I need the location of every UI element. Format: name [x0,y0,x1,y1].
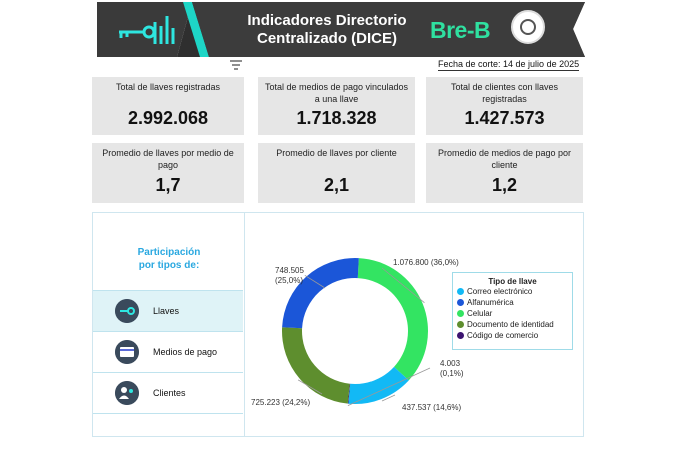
kpi-value: 1,2 [491,175,518,195]
kpi-value: 1,7 [155,175,181,195]
legend-label: Documento de identidad [467,320,554,329]
kpi-value: 1.427.573 [464,108,545,128]
legend-items: Correo electrónico Alfanumérica Celular Doc… [453,286,572,341]
key-icon [115,299,139,323]
nav-item-label: Medios de pago [153,347,218,357]
legend-dot-icon [457,288,464,295]
donut-data-label: 1.076.800 (36,0%) [393,258,459,267]
legend-title: Tipo de llave [488,277,537,286]
kpi-label: Promedio de medios de pago por cliente [437,148,572,170]
kpi-card-total-keys: Total de llaves registradas 2.992.068 [92,77,244,135]
legend-item[interactable]: Celular [453,308,572,319]
participation-title-line1: Participación [137,247,201,258]
donut-data-label: 725.223 (24,2%) [251,398,311,407]
bre-b-logo: Bre-B [430,17,491,43]
legend-dot-icon [457,299,464,306]
cutoff-date: Fecha de corte: 14 de julio de 2025 [438,59,580,71]
legend-item[interactable]: Documento de identidad [453,319,572,330]
legend-label: Alfanumérica [467,298,514,307]
legend-label: Correo electrónico [467,287,533,296]
kpi-value: 1.718.328 [296,108,377,128]
kpi-label: Total de clientes con llaves registradas [450,82,559,104]
header-background [97,2,585,57]
donut-data-label: 4.003 (0,1%) [440,359,464,378]
participation-title: Participación por tipos de: [93,246,245,272]
legend-dot-icon [457,332,464,339]
legend-item[interactable]: Alfanumérica [453,297,572,308]
page-title: Indicadores Directorio Centralizado (DIC… [247,12,407,48]
kpi-card-keys-per-client: Promedio de llaves por cliente 2,1 [258,143,415,203]
key-logo-icon [119,16,175,44]
legend-label: Código de comercio [467,331,539,340]
kpi-value: 2,1 [323,175,350,195]
kpi-card-keys-per-payment: Promedio de llaves por medio de pago 1,7 [92,143,244,203]
chart-legend: Tipo de llave Correo electrónico Alfanumé… [452,272,573,350]
kpi-card-payment-methods: Total de medios de pago vinculados a una… [258,77,415,135]
nav-item-clientes[interactable]: Clientes [93,373,243,414]
title-line2: Centralizado (DICE) [256,30,397,47]
donut-data-label: 748.505 (25,0%) [275,266,304,285]
filter-icon[interactable] [229,59,243,71]
kpi-label: Total de medios de pago vinculados a una… [264,82,409,104]
participation-nav-panel: Participación por tipos de: Llaves Medio… [92,212,244,437]
header-banner: Indicadores Directorio Centralizado (DIC… [97,2,585,57]
kpi-value: 2.992.068 [127,108,209,128]
nav-item-llaves[interactable]: Llaves [93,290,243,332]
kpi-label: Total de llaves registradas [115,82,221,92]
legend-dot-icon [457,310,464,317]
nav-item-label: Llaves [153,306,180,316]
chart-panel [244,212,584,437]
kpi-card-payments-per-client: Promedio de medios de pago por cliente 1… [426,143,583,203]
legend-dot-icon [457,321,464,328]
kpi-label: Promedio de llaves por medio de pago [102,148,234,170]
participation-title-line2: por tipos de: [138,260,200,271]
legend-label: Celular [467,309,493,318]
banco-republica-seal [511,10,545,44]
kpi-label: Promedio de llaves por cliente [276,148,397,158]
users-icon [115,381,139,405]
legend-item[interactable]: Correo electrónico [453,286,572,297]
payment-card-icon [115,340,139,364]
nav-item-medios-de-pago[interactable]: Medios de pago [93,332,243,373]
nav-item-label: Clientes [153,388,186,398]
title-line1: Indicadores Directorio [247,12,407,29]
kpi-card-clients: Total de clientes con llaves registradas… [426,77,583,135]
legend-item[interactable]: Código de comercio [453,330,572,341]
donut-data-label: 437.537 (14,6%) [402,403,462,412]
